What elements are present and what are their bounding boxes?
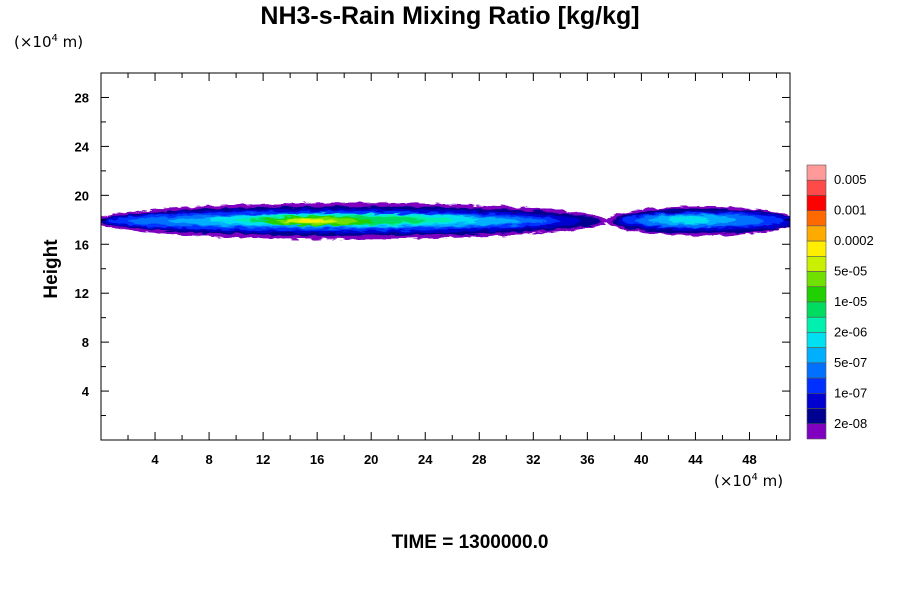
y-tick-label: 20 [75, 188, 89, 203]
colorbar-swatch [806, 408, 827, 425]
contour-field [101, 202, 790, 240]
x-tick-label: 28 [472, 452, 486, 467]
colorbar-label: 1e-05 [834, 294, 867, 309]
x-tick-label: 4 [151, 452, 159, 467]
x-tick-label: 40 [634, 452, 648, 467]
colorbar-swatch [806, 393, 827, 409]
x-tick-label: 20 [364, 452, 378, 467]
colorbar-swatch [806, 271, 827, 288]
colorbar-swatch [806, 316, 827, 333]
field-band [296, 219, 324, 223]
colorbar-swatch [806, 347, 827, 364]
x-tick-label: 12 [256, 452, 270, 467]
colorbar-swatch [806, 332, 827, 348]
y-tick-label: 28 [75, 90, 89, 105]
colorbar-label: 1e-07 [834, 385, 867, 400]
x-tick-label: 8 [205, 452, 212, 467]
colorbar: 0.005 0.001 0.0002 5e-05 1e-05 2e-06 5e-07 1e-0… [806, 164, 874, 440]
colorbar-swatch [806, 286, 827, 303]
colorbar-swatch [806, 256, 827, 272]
colorbar-label: 0.005 [834, 172, 867, 187]
x-tick-label: 16 [310, 452, 324, 467]
colorbar-swatch [806, 362, 827, 379]
colorbar-swatch [806, 377, 827, 394]
colorbar-label: 5e-05 [834, 264, 867, 279]
colorbar-swatch [806, 195, 827, 211]
colorbar-label: 0.0002 [834, 233, 874, 248]
chart-title: NH3-s-Rain Mixing Ratio [kg/kg] [260, 2, 640, 30]
field-group [101, 202, 790, 240]
colorbar-swatch [806, 301, 827, 318]
x-tick-label: 36 [580, 452, 594, 467]
colorbar-swatch [806, 225, 827, 242]
plot-frame [100, 72, 791, 441]
y-tick-label: 12 [75, 286, 89, 301]
x-axis-unit: (×104 m) [714, 472, 784, 490]
field-band [668, 216, 709, 224]
y-tick-label: 24 [75, 139, 90, 154]
time-label: TIME = 1300000.0 [391, 532, 549, 553]
colorbar-swatch [806, 240, 827, 257]
x-tick-label: 48 [742, 452, 756, 467]
colorbar-label: 5e-07 [834, 355, 867, 370]
colorbar-label: 2e-08 [834, 416, 867, 431]
x-tick-label: 32 [526, 452, 540, 467]
y-axis-unit: (×104 m) [14, 33, 84, 51]
x-tick-label: 44 [688, 452, 703, 467]
colorbar-swatch [806, 210, 827, 227]
colorbar-label: 0.001 [834, 203, 867, 218]
x-tick-label: 24 [418, 452, 433, 467]
y-tick-label: 8 [82, 335, 89, 350]
colorbar-swatch [806, 423, 827, 440]
colorbar-swatch [806, 179, 827, 196]
colorbar-label: 2e-06 [834, 324, 867, 339]
y-tick-label: 4 [82, 384, 90, 399]
y-tick-label: 16 [75, 237, 89, 252]
colorbar-swatch [806, 164, 827, 181]
